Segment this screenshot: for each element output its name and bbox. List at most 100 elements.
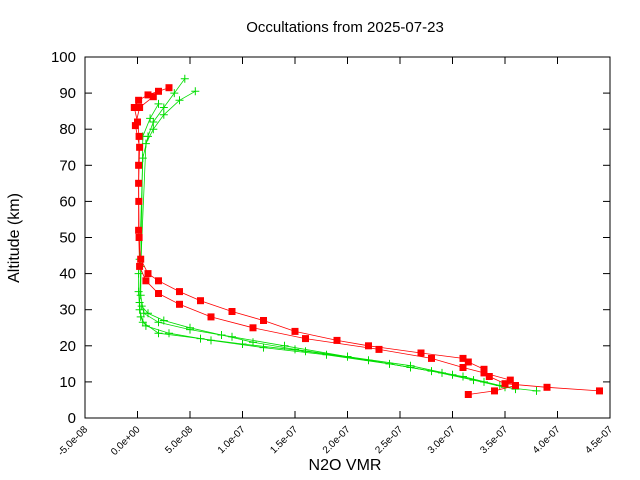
data-point (137, 302, 146, 311)
series-green (134, 74, 541, 395)
data-point (154, 329, 163, 338)
x-tick-label: 1.5e-07 (268, 424, 300, 456)
data-point (512, 382, 519, 389)
data-point (459, 354, 467, 362)
y-tick-label: 40 (59, 266, 76, 283)
data-point (191, 87, 200, 96)
data-point (480, 365, 488, 373)
series-line (141, 305, 453, 376)
data-point (159, 110, 168, 119)
data-point (459, 364, 467, 371)
series-line (140, 103, 500, 386)
data-point (302, 335, 309, 343)
data-point (155, 277, 162, 285)
data-point (333, 336, 341, 344)
data-point (406, 361, 415, 370)
y-tick-label: 90 (59, 85, 76, 102)
y-tick-label: 10 (59, 374, 76, 391)
x-axis-label: N2O VMR (309, 457, 382, 474)
x-tick-label: 5.0e-08 (163, 424, 195, 456)
data-point (217, 331, 226, 339)
x-tick-label: 4.5e-07 (583, 424, 615, 456)
data-point (136, 291, 145, 300)
y-axis: 0 10 20 30 40 50 60 70 80 90 100 (51, 49, 610, 427)
data-point (141, 139, 150, 148)
y-tick-label: 50 (59, 230, 76, 247)
data-point (448, 370, 457, 379)
y-tick-label: 30 (59, 302, 76, 319)
y-tick-label: 60 (59, 193, 76, 210)
y-tick-label: 70 (59, 157, 76, 174)
data-point (134, 118, 141, 126)
data-point (144, 270, 152, 278)
data-point (480, 369, 488, 377)
data-point (149, 93, 157, 101)
data-point (207, 336, 215, 345)
data-point (175, 96, 184, 105)
data-point (144, 309, 152, 318)
x-tick-label: -5.0e-08 (56, 424, 90, 458)
data-point (485, 373, 493, 380)
data-point (532, 386, 541, 395)
data-point (417, 349, 425, 357)
data-point (259, 343, 268, 352)
series-green (137, 302, 457, 379)
data-point (228, 308, 236, 315)
data-point (170, 89, 179, 98)
x-tick-label: 4.0e-07 (531, 424, 563, 456)
data-point (176, 288, 183, 296)
data-point (459, 372, 467, 381)
data-point (149, 125, 158, 134)
data-point (137, 255, 145, 263)
series-line (133, 87, 600, 392)
data-point (154, 318, 163, 327)
x-tick-label: 2.0e-07 (321, 424, 353, 456)
data-point (130, 104, 138, 111)
data-point (135, 161, 143, 169)
data-point (155, 87, 162, 95)
data-point (501, 380, 509, 388)
series-green (135, 87, 520, 394)
data-point (464, 391, 472, 398)
data-point (149, 118, 158, 126)
data-point (135, 179, 143, 187)
data-point (186, 323, 194, 332)
data-point (176, 300, 183, 308)
data-point (596, 387, 603, 395)
x-tick-label: 0.0e+00 (109, 424, 143, 458)
data-point (375, 345, 383, 353)
data-point (180, 74, 189, 83)
series-line (138, 78, 537, 392)
data-point (165, 329, 173, 338)
series-red (131, 93, 519, 398)
data-point (142, 277, 150, 285)
chart-title: Occultations from 2025-07-23 (246, 19, 444, 36)
data-point (146, 114, 155, 123)
x-tick-label: 3.0e-07 (426, 424, 458, 456)
data-point (249, 338, 257, 347)
data-point (136, 262, 144, 270)
data-point (134, 287, 143, 296)
data-point (280, 341, 289, 350)
data-point (135, 132, 143, 140)
data-point (491, 387, 498, 395)
y-tick-label: 0 (68, 410, 76, 427)
data-point (464, 358, 472, 366)
y-tick-label: 100 (51, 49, 76, 66)
data-point (249, 324, 257, 332)
y-tick-label: 80 (59, 121, 76, 138)
y-tick-label: 20 (59, 338, 76, 355)
data-point (197, 297, 204, 305)
data-point (291, 327, 299, 335)
series-green (136, 99, 504, 390)
data-point (291, 345, 299, 354)
data-point (428, 354, 435, 362)
data-point (159, 103, 168, 112)
data-point (155, 290, 162, 297)
x-tick-label: 1.0e-07 (216, 424, 248, 456)
data-point (135, 96, 143, 104)
data-point (136, 143, 144, 151)
x-tick-label: 3.5e-07 (478, 424, 510, 456)
data-point (141, 321, 150, 330)
